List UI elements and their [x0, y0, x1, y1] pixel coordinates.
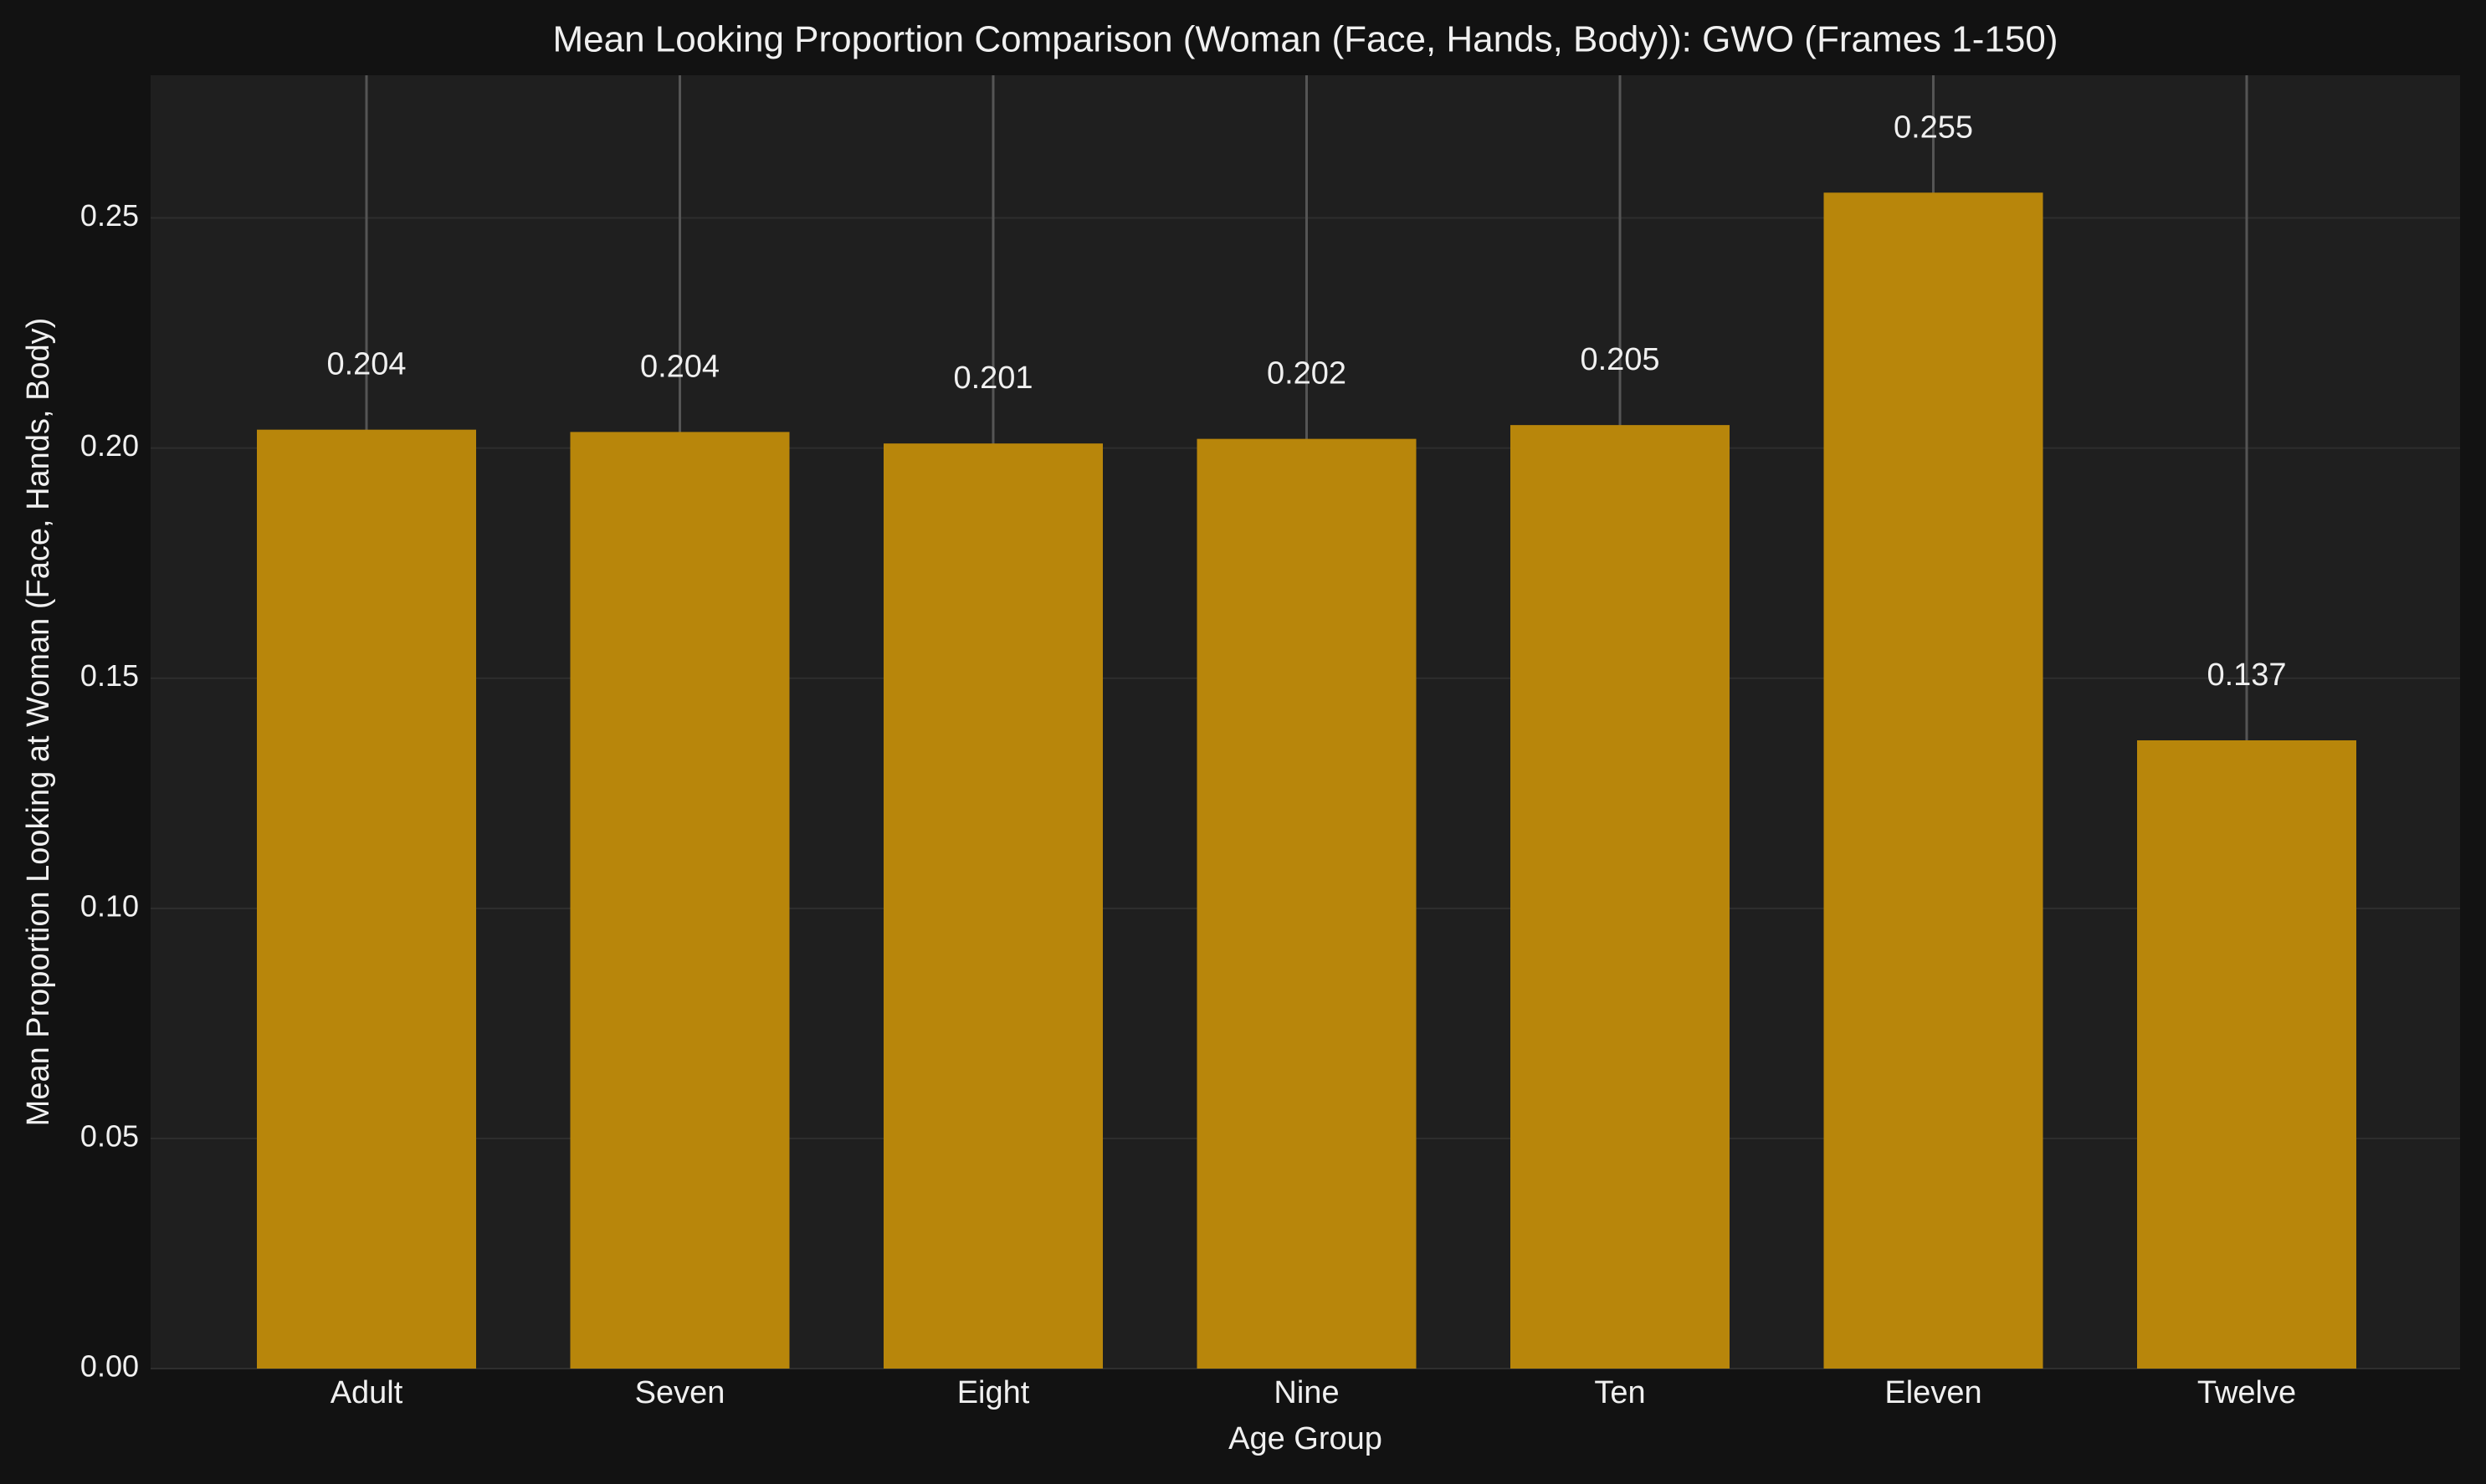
x-tick-label: Eight — [957, 1375, 1030, 1410]
x-axis-label: Age Group — [1228, 1421, 1382, 1456]
value-label: 0.204 — [326, 347, 406, 382]
value-label: 0.137 — [2207, 658, 2286, 693]
y-tick-label: 0.25 — [80, 198, 139, 233]
chart-title: Mean Looking Proportion Comparison (Woma… — [553, 19, 2058, 60]
y-tick-labels: 0.00 0.05 0.10 0.15 0.20 0.25 — [80, 198, 139, 1383]
x-tick-label: Ten — [1594, 1375, 1645, 1410]
bar-ten — [1510, 425, 1730, 1369]
bar-adult — [257, 429, 476, 1369]
x-tick-label: Nine — [1274, 1375, 1339, 1410]
x-tick-label: Adult — [331, 1375, 403, 1410]
y-tick-label: 0.20 — [80, 428, 139, 463]
x-tick-label: Twelve — [2197, 1375, 2296, 1410]
y-tick-label: 0.00 — [80, 1349, 139, 1384]
value-labels: 0.204 0.204 0.201 0.202 0.205 0.255 0.137 — [326, 110, 2286, 693]
bar-nine — [1197, 438, 1417, 1369]
y-tick-label: 0.05 — [80, 1118, 139, 1153]
value-label: 0.205 — [1580, 342, 1659, 377]
bars — [257, 192, 2356, 1369]
value-label: 0.255 — [1894, 110, 1973, 145]
bar-eleven — [1823, 192, 2043, 1369]
y-axis-label: Mean Proportion Looking at Woman (Face, … — [21, 318, 56, 1127]
bar-eight — [884, 443, 1103, 1369]
x-tick-label: Eleven — [1884, 1375, 1981, 1410]
value-label: 0.204 — [640, 349, 720, 384]
bar-seven — [570, 432, 790, 1369]
x-tick-label: Seven — [635, 1375, 725, 1410]
x-tick-labels: Adult Seven Eight Nine Ten Eleven Twelve — [331, 1375, 2296, 1410]
value-label: 0.202 — [1267, 356, 1346, 391]
y-tick-label: 0.15 — [80, 658, 139, 693]
y-tick-label: 0.10 — [80, 888, 139, 923]
bar-twelve — [2137, 740, 2356, 1369]
value-label: 0.201 — [953, 361, 1033, 396]
